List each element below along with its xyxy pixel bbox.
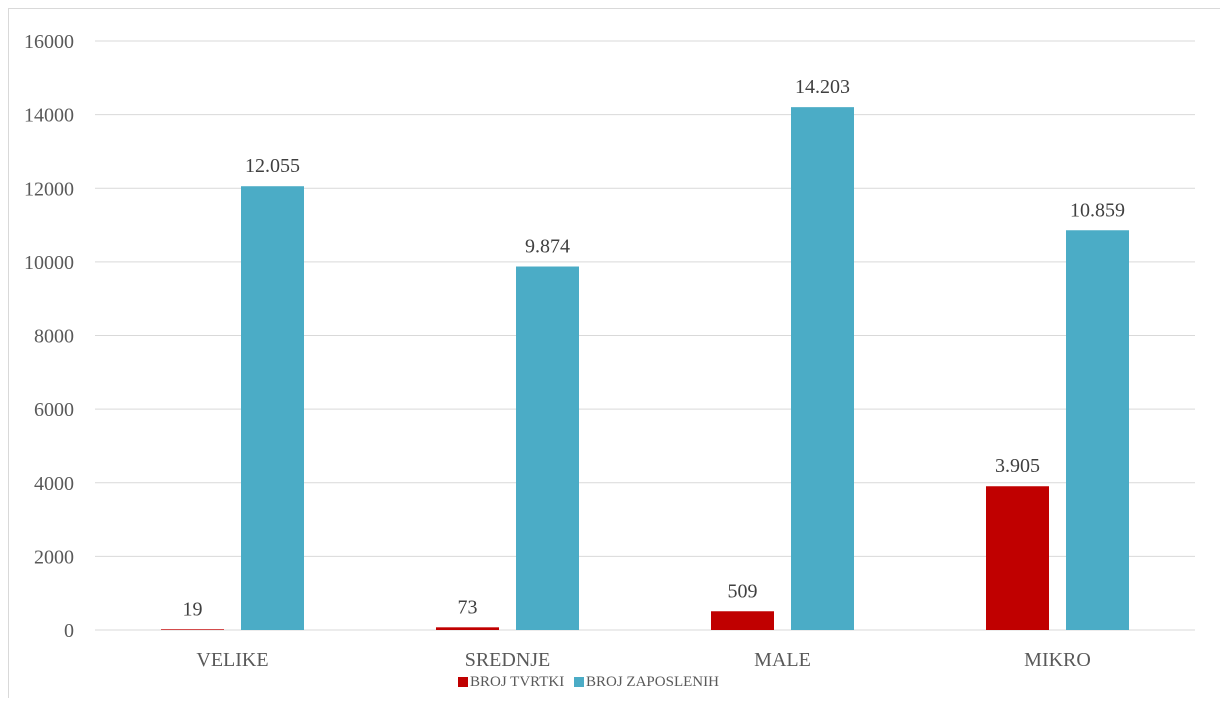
x-category-label: VELIKE xyxy=(196,649,268,671)
x-category-label: SREDNJE xyxy=(465,649,551,671)
y-tick-label: 2000 xyxy=(34,546,74,568)
data-label: 12.055 xyxy=(245,155,300,177)
bar xyxy=(791,107,854,631)
x-axis-categories: VELIKE SREDNJE MALE MIKRO xyxy=(196,649,1090,671)
legend-label: BROJ TVRTKI xyxy=(470,674,564,690)
x-category-label: MIKRO xyxy=(1024,649,1091,671)
bars xyxy=(161,107,1129,631)
bar xyxy=(436,627,499,630)
data-labels: 19 12.055 73 9.874 509 14.203 3.905 10.859 xyxy=(183,76,1126,620)
bar xyxy=(986,486,1049,630)
data-label: 3.905 xyxy=(995,455,1040,477)
data-label: 509 xyxy=(728,580,758,602)
chart-frame xyxy=(8,8,1220,698)
gridlines xyxy=(95,40,1195,631)
y-tick-label: 10000 xyxy=(24,252,74,274)
y-tick-label: 14000 xyxy=(24,105,74,127)
data-label: 19 xyxy=(183,598,203,620)
data-label: 73 xyxy=(458,596,478,618)
y-tick-label: 6000 xyxy=(34,399,74,421)
legend-swatch xyxy=(458,677,468,687)
y-tick-label: 12000 xyxy=(24,178,74,200)
data-label: 10.859 xyxy=(1070,199,1125,221)
bar xyxy=(241,186,304,630)
y-tick-label: 16000 xyxy=(24,31,74,53)
y-axis-ticks: 0 2000 4000 6000 8000 10000 12000 14000 16000 xyxy=(24,31,74,642)
y-tick-label: 0 xyxy=(64,620,74,642)
legend-swatch xyxy=(574,677,584,687)
data-label: 14.203 xyxy=(795,76,850,98)
data-label: 9.874 xyxy=(525,236,570,258)
y-tick-label: 8000 xyxy=(34,326,74,348)
y-tick-label: 4000 xyxy=(34,473,74,495)
x-category-label: MALE xyxy=(754,649,811,671)
bar xyxy=(711,611,774,630)
legend: BROJ TVRTKI BROJ ZAPOSLENIH xyxy=(458,674,719,690)
bar xyxy=(1066,230,1129,631)
bar xyxy=(516,266,579,630)
legend-label: BROJ ZAPOSLENIH xyxy=(586,674,719,690)
bar xyxy=(161,629,224,630)
